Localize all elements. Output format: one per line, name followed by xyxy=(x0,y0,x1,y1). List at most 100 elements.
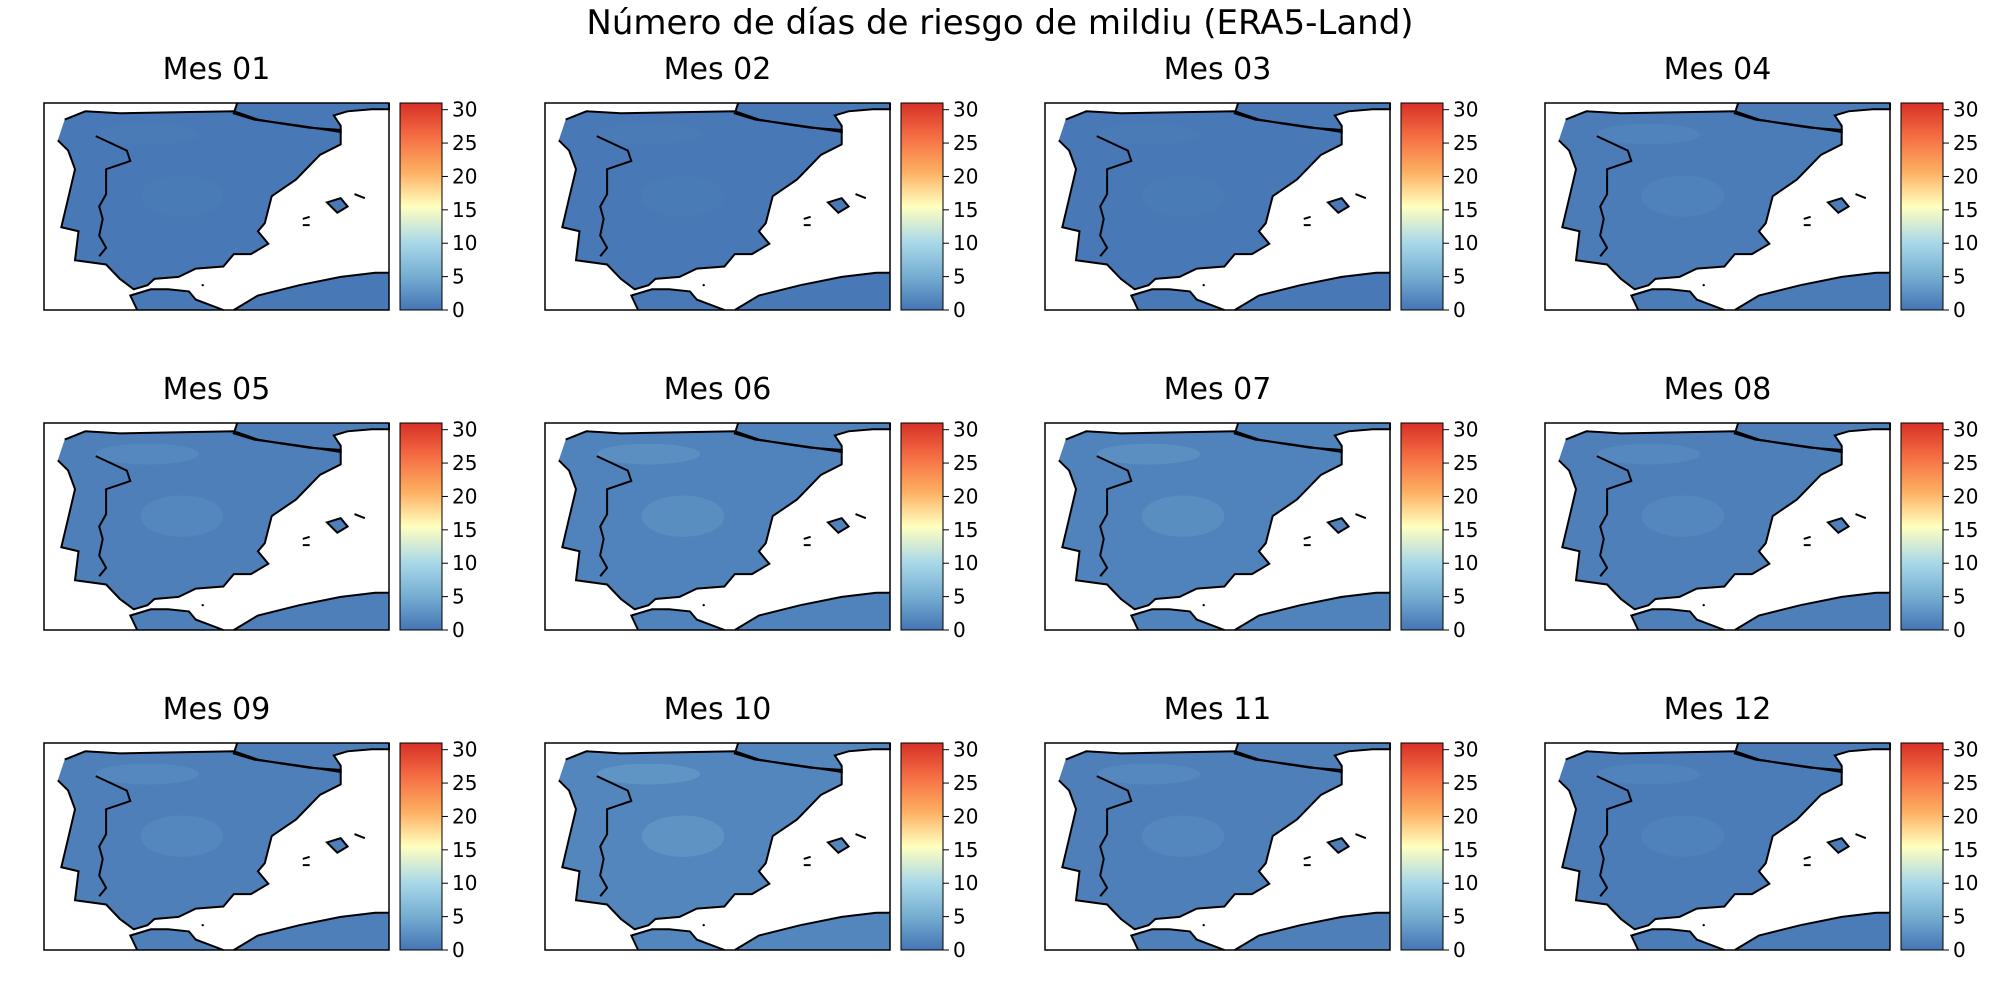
map-land-variation xyxy=(95,443,200,465)
colorbar-tick-label: 25 xyxy=(1453,131,1478,155)
map-land-variation xyxy=(1096,123,1201,145)
island-ibiza xyxy=(302,215,310,220)
coastline xyxy=(1233,102,1391,134)
colorbar-tick-label: 5 xyxy=(452,585,465,609)
colorbar-tick-label: 30 xyxy=(953,98,978,122)
country-border xyxy=(596,775,633,897)
island-ibiza xyxy=(1803,215,1811,220)
map-land xyxy=(233,592,389,630)
colorbar-tick-label: 10 xyxy=(1953,551,1978,575)
coastline xyxy=(733,422,891,454)
island-ibiza xyxy=(1303,535,1311,540)
colorbar xyxy=(900,102,944,311)
island-mallorca xyxy=(1326,837,1351,854)
map-land-variation xyxy=(596,443,701,465)
map-land xyxy=(1234,592,1390,630)
map-panel: Mes 03 0 5 10 15 20 25 30 xyxy=(1044,52,1478,322)
coastline xyxy=(1234,911,1390,951)
panel-title: Mes 01 xyxy=(163,52,271,87)
country-border xyxy=(1596,135,1633,257)
map-land-variation xyxy=(641,815,725,857)
colorbar-tick-label: 0 xyxy=(452,298,465,322)
island-menorca xyxy=(1355,193,1367,200)
map-land-variation xyxy=(1641,495,1725,537)
map-land-variation xyxy=(1096,763,1201,785)
colorbar-tick-label: 25 xyxy=(452,451,477,475)
colorbar-tick-label: 15 xyxy=(953,518,978,542)
map-land xyxy=(233,912,389,950)
colorbar-tick-label: 25 xyxy=(1953,131,1978,155)
panel-title: Mes 12 xyxy=(1664,692,1772,727)
colorbar-tick-label: 30 xyxy=(1453,98,1478,122)
map-land-variation xyxy=(1596,123,1701,145)
map-land xyxy=(1734,912,1890,950)
colorbar-tick-label: 10 xyxy=(1453,551,1478,575)
map-land-variation xyxy=(1141,815,1225,857)
coastline xyxy=(128,928,224,951)
map-frame xyxy=(1544,102,1891,311)
colorbar xyxy=(1900,102,1944,311)
island-mallorca xyxy=(1326,197,1351,214)
colorbar-tick-label: 0 xyxy=(1953,618,1966,642)
colorbar-tick-label: 20 xyxy=(1953,484,1978,508)
map-land-variation xyxy=(140,495,224,537)
colorbar-tick-label: 0 xyxy=(1453,298,1466,322)
coastline xyxy=(1629,928,1725,951)
colorbar-tick-label: 20 xyxy=(452,484,477,508)
colorbar-tick-label: 15 xyxy=(953,838,978,862)
island-alboran xyxy=(1702,923,1705,927)
colorbar-tick-label: 0 xyxy=(1953,938,1966,962)
colorbar-tick-label: 15 xyxy=(452,518,477,542)
colorbar-tick-label: 20 xyxy=(1453,484,1478,508)
colorbar-tick-label: 30 xyxy=(953,418,978,442)
colorbar-tick-label: 10 xyxy=(1453,871,1478,895)
map-land xyxy=(1734,272,1890,310)
panel-title: Mes 07 xyxy=(1164,372,1272,407)
figure-title: Número de días de riesgo de mildiu (ERA5… xyxy=(586,3,1414,43)
colorbar xyxy=(900,422,944,631)
country-border xyxy=(1596,775,1633,897)
map-land-variation xyxy=(95,123,200,145)
colorbar-tick-label: 10 xyxy=(953,871,978,895)
map-land-variation xyxy=(1596,443,1701,465)
colorbar-tick-label: 30 xyxy=(1953,738,1978,762)
colorbar xyxy=(900,742,944,951)
colorbar-tick-label: 15 xyxy=(1453,838,1478,862)
colorbar-tick-label: 30 xyxy=(953,738,978,762)
colorbar-tick-label: 25 xyxy=(1953,451,1978,475)
colorbar-tick-label: 5 xyxy=(1953,905,1966,929)
map-land xyxy=(130,929,224,950)
coastline xyxy=(1629,288,1725,311)
island-mallorca xyxy=(325,197,350,214)
colorbar-tick-label: 20 xyxy=(1953,164,1978,188)
map-frame xyxy=(1044,742,1391,951)
panel-title: Mes 04 xyxy=(1664,52,1772,87)
colorbar xyxy=(1400,102,1444,311)
colorbar-tick-label: 10 xyxy=(1953,231,1978,255)
country-border xyxy=(95,775,132,897)
map-panel: Mes 05 0 5 10 15 20 25 30 xyxy=(43,372,477,642)
coastline xyxy=(1733,102,1891,134)
map-land xyxy=(1131,929,1225,950)
colorbar-tick-label: 20 xyxy=(953,804,978,828)
map-land xyxy=(734,272,890,310)
island-menorca xyxy=(354,513,366,520)
map-land-variation xyxy=(1141,175,1225,217)
colorbar-tick-label: 5 xyxy=(1953,585,1966,609)
colorbar-tick-label: 20 xyxy=(1453,804,1478,828)
colorbar-tick-label: 30 xyxy=(452,98,477,122)
map-panel: Mes 02 0 5 10 15 20 25 30 xyxy=(544,52,978,322)
colorbar-tick-label: 10 xyxy=(452,231,477,255)
map-panel: Mes 09 0 5 10 15 20 25 30 xyxy=(43,692,477,962)
colorbar-tick-label: 20 xyxy=(953,484,978,508)
colorbar-tick-label: 0 xyxy=(1453,938,1466,962)
colorbar-tick-label: 0 xyxy=(953,938,966,962)
colorbar-tick-label: 10 xyxy=(1953,871,1978,895)
colorbar-tick-label: 20 xyxy=(452,164,477,188)
coastline xyxy=(128,608,224,631)
map-land xyxy=(130,289,224,310)
map-frame xyxy=(1544,742,1891,951)
colorbar-tick-label: 30 xyxy=(1953,98,1978,122)
colorbar-tick-label: 10 xyxy=(452,871,477,895)
island-alboran xyxy=(1202,603,1205,607)
